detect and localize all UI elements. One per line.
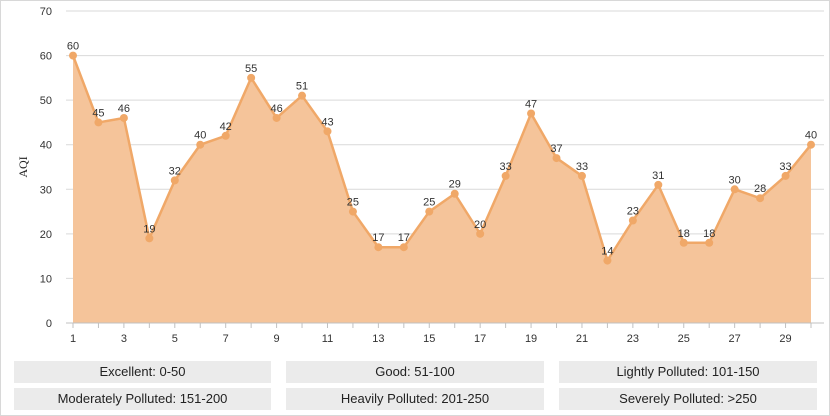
y-tick-label: 0 (46, 318, 52, 330)
point-layer (69, 51, 815, 265)
data-label: 43 (321, 116, 333, 128)
y-tick-label: 40 (40, 140, 52, 152)
data-point (730, 185, 739, 194)
x-tick-label: 15 (423, 333, 435, 345)
data-label: 37 (550, 143, 562, 155)
data-label: 31 (652, 170, 664, 182)
data-point (145, 234, 154, 243)
data-label: 25 (423, 197, 435, 209)
x-tick-label: 27 (729, 333, 741, 345)
y-tick-label: 20 (40, 229, 52, 241)
data-point (450, 189, 459, 198)
data-point (807, 140, 815, 149)
data-point (119, 113, 128, 122)
data-point (272, 113, 281, 122)
data-point (298, 91, 307, 100)
data-label: 30 (729, 174, 741, 186)
data-label: 32 (169, 165, 181, 177)
data-point (247, 73, 256, 82)
x-tick-label: 29 (779, 333, 791, 345)
data-label: 33 (779, 161, 791, 173)
x-tick-label: 23 (627, 333, 639, 345)
data-label: 28 (754, 183, 766, 195)
data-point (603, 256, 612, 265)
y-tick-label: 70 (40, 6, 52, 18)
data-label: 33 (576, 161, 588, 173)
x-tick-label: 7 (223, 333, 229, 345)
data-label: 42 (220, 121, 232, 133)
data-point (705, 238, 714, 247)
x-tick-label: 19 (525, 333, 537, 345)
data-label: 46 (118, 103, 130, 115)
data-point (756, 194, 765, 203)
data-label: 18 (703, 228, 715, 240)
data-point (577, 171, 586, 180)
y-tick-label: 60 (40, 51, 52, 63)
data-point (527, 109, 536, 118)
data-label: 17 (372, 232, 384, 244)
data-label: 47 (525, 99, 537, 111)
legend-excellent: Excellent: 0-50 (14, 361, 271, 383)
data-label: 46 (270, 103, 282, 115)
data-label: 23 (627, 205, 639, 217)
y-tick-label: 10 (40, 273, 52, 285)
data-point (501, 171, 510, 180)
data-point (170, 176, 179, 185)
data-point (476, 229, 485, 238)
label-layer: 60 45 46 19 32 40 42 55 46 51 43 25 17 17 25 29 20 33 47 37… (67, 41, 817, 258)
data-label: 19 (143, 223, 155, 235)
data-label: 18 (678, 228, 690, 240)
data-label: 51 (296, 81, 308, 93)
data-label: 40 (805, 130, 817, 142)
y-tick-label: 50 (40, 95, 52, 107)
data-label: 60 (67, 41, 79, 53)
data-label: 33 (499, 161, 511, 173)
data-point (196, 140, 205, 149)
data-point (628, 216, 637, 225)
legend-lightly-polluted: Lightly Polluted: 101-150 (559, 361, 817, 383)
y-axis-title: AQI (16, 156, 30, 177)
x-tick-label: 3 (121, 333, 127, 345)
area-layer (71, 55, 812, 323)
x-tick-label: 5 (172, 333, 178, 345)
data-point (348, 207, 357, 216)
data-point (323, 127, 332, 136)
x-tick-label: 17 (474, 333, 486, 345)
series-line (71, 55, 812, 262)
x-tick-label: 21 (576, 333, 588, 345)
legend-good: Good: 51-100 (286, 361, 544, 383)
data-point (399, 243, 408, 252)
data-label: 14 (601, 246, 613, 258)
x-tick-label: 1 (70, 333, 76, 345)
legend-heavily-polluted: Heavily Polluted: 201-250 (286, 388, 544, 410)
y-tick-label: 30 (40, 184, 52, 196)
data-point (221, 131, 230, 140)
data-point (679, 238, 688, 247)
data-point (781, 171, 790, 180)
data-label: 20 (474, 219, 486, 231)
data-point (69, 51, 77, 60)
data-label: 40 (194, 130, 206, 142)
x-tick-label: 13 (372, 333, 384, 345)
data-point (374, 243, 383, 252)
data-point (654, 180, 663, 189)
data-label: 29 (449, 179, 461, 191)
data-label: 45 (92, 107, 104, 119)
legend-moderately-polluted: Moderately Polluted: 151-200 (14, 388, 271, 410)
data-label: 25 (347, 197, 359, 209)
legend-severely-polluted: Severely Polluted: >250 (559, 388, 817, 410)
area-fill (73, 55, 811, 323)
data-point (425, 207, 434, 216)
data-point (552, 154, 561, 163)
x-tick-label: 9 (274, 333, 280, 345)
x-tick-label: 11 (322, 333, 333, 345)
data-label: 17 (398, 232, 410, 244)
data-point (94, 118, 103, 127)
x-tick-label: 25 (678, 333, 690, 345)
data-label: 55 (245, 63, 257, 75)
